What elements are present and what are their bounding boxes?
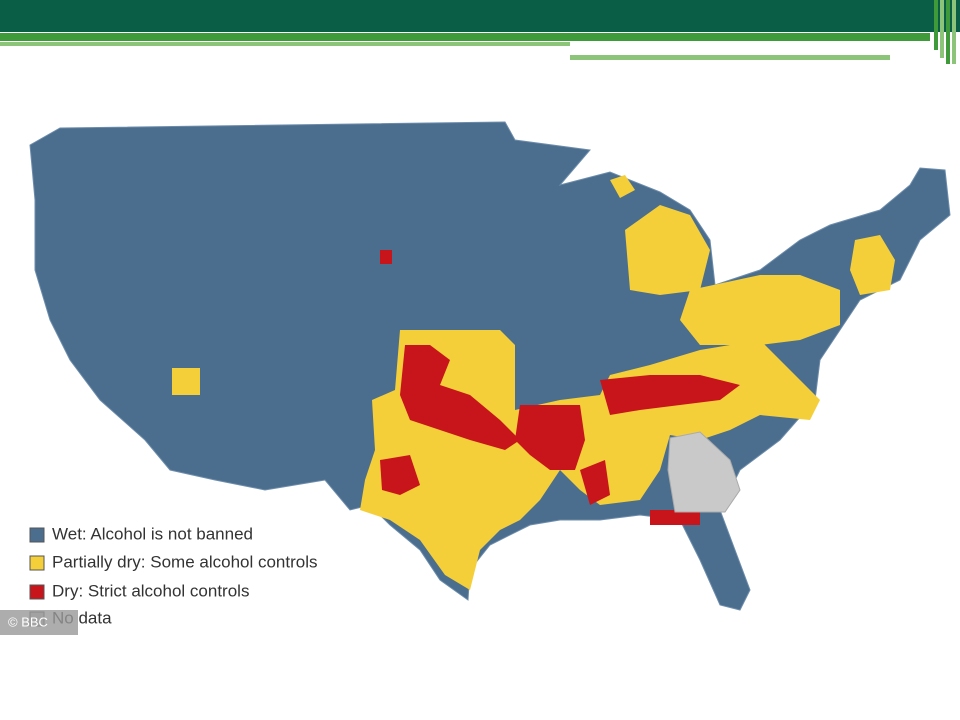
credit: © BBC: [8, 614, 48, 629]
header-stripe: [0, 42, 570, 46]
legend-swatch: [29, 555, 45, 571]
legend-label: Wet: Alcohol is not banned: [52, 524, 253, 543]
legend-swatch: [29, 584, 45, 600]
header-bar: [0, 0, 960, 32]
no-data-region: [667, 431, 741, 513]
legend-label: Partially dry: Some alcohol controls: [52, 552, 318, 571]
legend-label: Dry: Strict alcohol controls: [52, 581, 249, 600]
corner-stripes: [934, 0, 956, 64]
header-stripe: [0, 33, 930, 41]
header-stripe: [570, 55, 890, 60]
credit-box: [0, 610, 78, 635]
legend-swatch: [29, 527, 45, 543]
us-map: [29, 121, 951, 611]
